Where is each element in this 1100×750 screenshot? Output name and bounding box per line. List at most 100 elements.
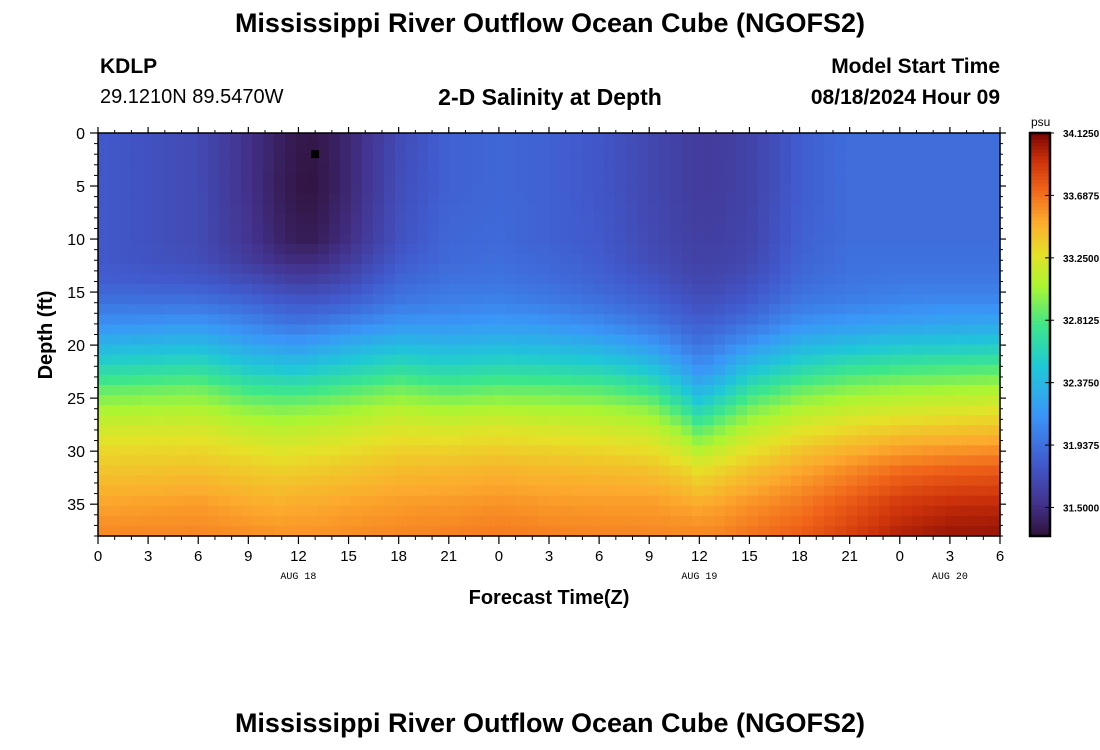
heatmap-cell [835,203,847,215]
heatmap-cell [373,425,385,436]
heatmap-cell [186,415,198,426]
heatmap-cell [516,223,528,235]
heatmap-cell [868,485,880,497]
heatmap-cell [725,495,737,507]
heatmap-cell [340,475,352,487]
heatmap-cell [417,163,429,174]
heatmap-cell [527,465,539,477]
heatmap-cell [846,213,858,225]
heatmap-cell [208,213,220,225]
heatmap-cell [230,364,242,376]
heatmap-cell [813,183,825,195]
heatmap-cell [153,525,165,537]
heatmap-cell [681,324,693,336]
heatmap-cell [186,394,198,406]
heatmap-cell [98,505,110,517]
heatmap-cell [593,223,605,235]
heatmap-cell [120,183,132,195]
heatmap-cell [879,243,891,255]
heatmap-cell [670,183,682,195]
heatmap-cell [395,263,407,275]
heatmap-cell [494,485,506,497]
heatmap-cell [296,374,308,386]
heatmap-cell [307,425,319,436]
heatmap-cell [307,334,319,346]
colorbar-swatch [1030,277,1050,282]
heatmap-cell [494,243,506,255]
heatmap-cell [813,475,825,487]
heatmap-cell [252,193,264,205]
heatmap-cell [362,263,374,275]
heatmap-cell [637,284,649,295]
heatmap-cell [109,465,121,477]
heatmap-cell [340,243,352,255]
heatmap-cell [307,384,319,396]
heatmap-cell [98,304,110,315]
heatmap-cell [483,435,495,446]
heatmap-cell [835,475,847,487]
colorbar-swatch [1030,455,1050,460]
heatmap-cell [714,465,726,477]
heatmap-cell [208,485,220,497]
heatmap-cell [208,354,220,366]
heatmap-cell [384,284,396,295]
heatmap-cell [461,294,473,305]
heatmap-cell [956,394,968,406]
heatmap-cell [813,193,825,205]
heatmap-cell [626,173,638,184]
heatmap-cell [406,153,418,164]
heatmap-cell [516,143,528,154]
heatmap-cell [714,334,726,346]
heatmap-cell [373,133,385,144]
heatmap-cell [296,364,308,376]
heatmap-cell [395,133,407,144]
heatmap-cell [670,435,682,446]
heatmap-cell [516,183,528,195]
heatmap-cell [747,455,759,467]
heatmap-cell [791,233,803,245]
heatmap-cell [582,384,594,396]
heatmap-cell [505,314,517,326]
heatmap-cell [219,274,231,285]
heatmap-cell [373,394,385,406]
heatmap-cell [593,193,605,205]
date-label: AUG 19 [681,572,717,583]
heatmap-cell [835,153,847,164]
heatmap-cell [560,243,572,255]
heatmap-cell [890,394,902,406]
heatmap-cell [703,445,715,456]
heatmap-cell [153,435,165,446]
heatmap-cell [98,415,110,426]
heatmap-cell [967,294,979,305]
heatmap-cell [736,213,748,225]
heatmap-cell [351,243,363,255]
heatmap-cell [439,394,451,406]
heatmap-cell [197,495,209,507]
heatmap-cell [164,415,176,426]
heatmap-cell [791,143,803,154]
heatmap-cell [175,445,187,456]
heatmap-cell [626,445,638,456]
heatmap-cell [252,405,264,416]
heatmap-cell [142,354,154,366]
heatmap-cell [175,394,187,406]
heatmap-cell [560,253,572,265]
heatmap-cell [945,253,957,265]
heatmap-cell [450,384,462,396]
heatmap-cell [450,515,462,527]
heatmap-cell [252,243,264,255]
heatmap-cell [659,203,671,215]
heatmap-cell [846,163,858,174]
heatmap-cell [219,455,231,467]
x-tick-label: 6 [595,548,603,565]
heatmap-cell [296,143,308,154]
heatmap-cell [329,263,341,275]
heatmap-cell [340,485,352,497]
heatmap-cell [769,253,781,265]
heatmap-cell [846,183,858,195]
heatmap-cell [186,354,198,366]
heatmap-cell [395,304,407,315]
colorbar-swatch [1030,216,1050,221]
heatmap-cell [230,173,242,184]
heatmap-cell [725,213,737,225]
